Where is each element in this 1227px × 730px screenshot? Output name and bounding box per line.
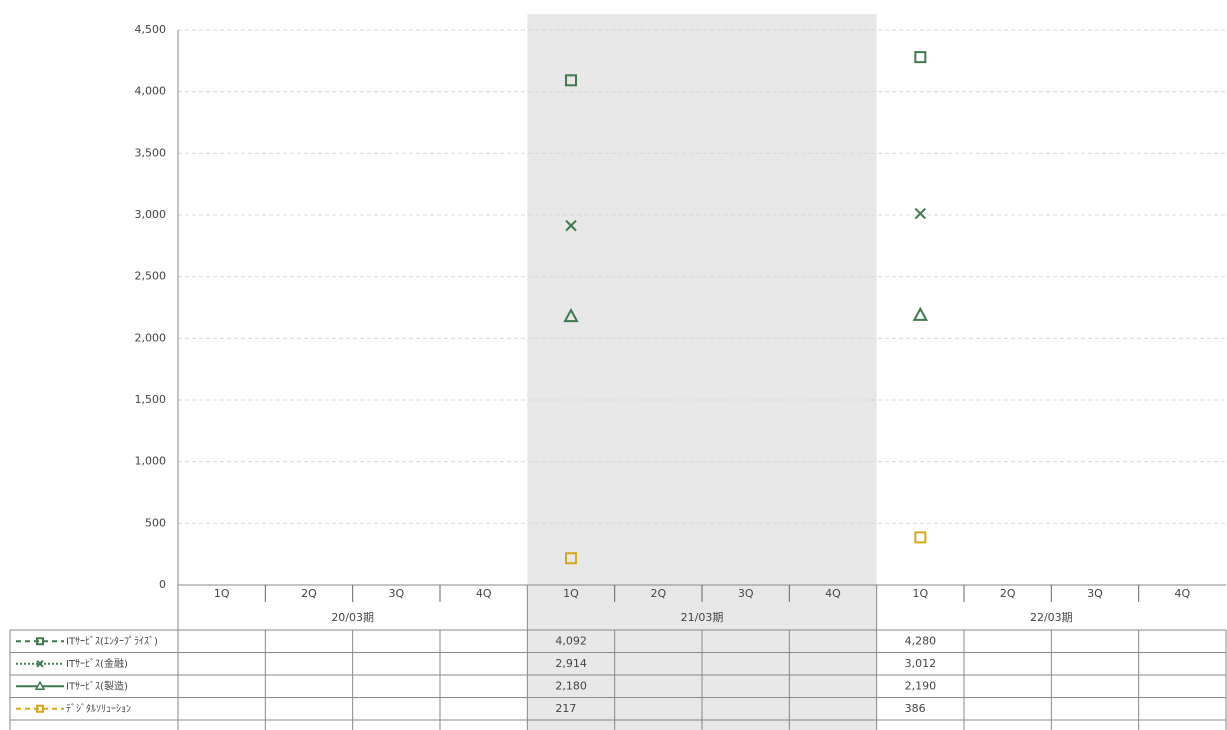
table-value: 2,914 — [555, 657, 587, 670]
x-tick-label: 4Q — [825, 587, 841, 600]
y-tick-label: 4,500 — [135, 23, 167, 36]
marker — [912, 306, 929, 321]
x-tick-label: 3Q — [738, 587, 754, 600]
table-value: 3,012 — [905, 657, 937, 670]
table-value: 386 — [905, 702, 926, 715]
x-tick-label: 2Q — [650, 587, 666, 600]
y-tick-label: 1,000 — [135, 455, 167, 468]
y-tick-label: 2,000 — [135, 331, 167, 344]
x-tick-label: 2Q — [301, 587, 317, 600]
x-tick-label: 3Q — [388, 587, 404, 600]
table-value: 217 — [555, 702, 576, 715]
y-tick-label: 500 — [145, 516, 166, 529]
marker — [563, 308, 579, 323]
marker — [565, 552, 577, 565]
table-value: 4,280 — [905, 634, 937, 647]
legend-marker — [36, 637, 44, 646]
group-label: 20/03期 — [331, 611, 374, 624]
x-tick-label: 4Q — [1174, 587, 1190, 600]
x-tick-label: 1Q — [912, 587, 928, 600]
x-tick-label: 3Q — [1087, 587, 1103, 600]
y-tick-label: 4,000 — [135, 85, 167, 98]
highlight-band — [527, 14, 877, 730]
marker — [914, 531, 927, 544]
marker — [914, 51, 927, 64]
y-tick-label: 3,500 — [135, 146, 167, 159]
legend-label: ITｻｰﾋﾞｽ(ｴﾝﾀｰﾌﾟﾗｲｽﾞ) — [66, 635, 158, 647]
table-value: 4,092 — [555, 634, 587, 647]
y-tick-label: 3,000 — [135, 208, 167, 221]
x-tick-label: 4Q — [476, 587, 492, 600]
legend-marker — [36, 660, 44, 668]
y-tick-label: 0 — [159, 578, 166, 591]
y-tick-label: 1,500 — [135, 393, 167, 406]
table-value: 2,190 — [905, 679, 937, 692]
marker — [565, 219, 577, 232]
y-tick-label: 2,500 — [135, 270, 167, 283]
legend-marker — [36, 704, 44, 713]
marker — [914, 207, 927, 220]
x-tick-label: 1Q — [563, 587, 579, 600]
legend-label: ITｻｰﾋﾞｽ(金融) — [66, 657, 128, 670]
group-label: 21/03期 — [681, 611, 724, 624]
x-tick-label: 1Q — [214, 587, 230, 600]
x-tick-label: 2Q — [1000, 587, 1016, 600]
marker — [565, 74, 577, 87]
legend-marker — [34, 680, 46, 690]
group-label: 22/03期 — [1030, 611, 1073, 624]
legend-label: ITｻｰﾋﾞｽ(製造) — [66, 679, 128, 692]
legend-label: ﾃﾞｼﾞﾀﾙｿﾘｭｰｼｮﾝ — [66, 703, 131, 715]
table-value: 2,180 — [555, 679, 587, 692]
